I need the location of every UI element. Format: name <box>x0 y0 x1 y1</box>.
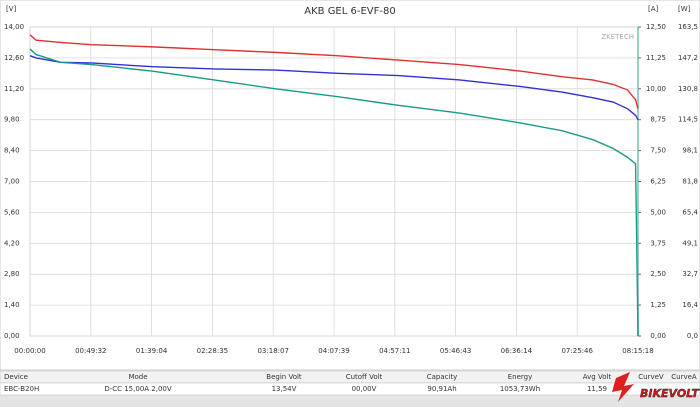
y2-tick-label: 0,00 <box>650 332 666 340</box>
series-line <box>29 55 639 121</box>
table-header-cell: CurveA <box>671 373 697 381</box>
y-tick-label: 7,00 <box>4 178 20 186</box>
table-cell: 1053,73Wh <box>500 385 540 393</box>
y2-tick-label: 6,25 <box>650 178 666 186</box>
y2-tick-label: 10,00 <box>646 85 666 93</box>
y3-tick-label: 49,1 <box>682 239 698 247</box>
table-header-cell: CurveV <box>638 373 664 381</box>
y2-tick-label: 12,50 <box>646 23 666 31</box>
table-header-cell: Avg Volt <box>583 373 612 381</box>
series-line <box>29 34 639 109</box>
table-header-cell: Begin Volt <box>266 373 302 381</box>
x-tick-label: 01:39:04 <box>136 347 168 355</box>
table-header-cell: Cutoff Volt <box>346 373 383 381</box>
y3-tick-label: 130,8 <box>678 85 698 93</box>
table-header-cell: Device <box>4 373 28 381</box>
table-row-bg <box>0 382 700 396</box>
y-tick-label: 11,20 <box>4 85 24 93</box>
y-tick-label: 5,60 <box>4 208 20 216</box>
y-axis-label: [V] <box>6 5 17 13</box>
y3-tick-label: 163,5 <box>678 23 698 31</box>
y2-tick-label: 2,50 <box>650 270 666 278</box>
table-cell: 90,91Ah <box>427 385 456 393</box>
y2-tick-label: 1,25 <box>650 301 666 309</box>
y2-tick-label: 5,00 <box>650 208 666 216</box>
x-tick-label: 05:46:43 <box>440 347 471 355</box>
y2-axis-label: [A] <box>648 5 659 13</box>
table-header-cell: Energy <box>508 373 533 381</box>
table-header-cell: Mode <box>128 373 147 381</box>
y-tick-label: 1,40 <box>4 301 20 309</box>
table-cell: 13,54V <box>272 385 297 393</box>
x-tick-label: 00:00:00 <box>14 347 45 355</box>
y3-tick-label: 114,5 <box>678 116 698 124</box>
y3-tick-label: 65,4 <box>682 208 698 216</box>
x-tick-label: 00:49:32 <box>75 347 106 355</box>
x-tick-label: 02:28:35 <box>197 347 228 355</box>
y-tick-label: 2,80 <box>4 270 20 278</box>
x-tick-label: 06:36:14 <box>501 347 533 355</box>
y-tick-label: 8,40 <box>4 147 20 155</box>
watermark: ZKETECH <box>601 33 634 41</box>
table-cell: 00,00V <box>352 385 377 393</box>
x-tick-label: 03:18:07 <box>257 347 288 355</box>
y-tick-label: 12,60 <box>4 54 24 62</box>
table-cell: EBC-B20H <box>4 385 39 393</box>
logo: BIKEVOLT <box>612 372 700 402</box>
y2-tick-label: 11,25 <box>646 54 666 62</box>
series-line <box>29 48 639 337</box>
logo-bolt <box>612 372 634 402</box>
table-cell: D-CC 15,00A 2,00V <box>104 385 172 393</box>
y3-tick-label: 147,2 <box>678 54 698 62</box>
logo-text: BIKEVOLT <box>640 387 700 400</box>
y2-tick-label: 3,75 <box>650 239 666 247</box>
y3-tick-label: 0,0 <box>687 332 698 340</box>
y3-tick-label: 32,7 <box>682 270 698 278</box>
y3-tick-label: 81,8 <box>682 178 698 186</box>
y3-tick-label: 16,4 <box>682 301 698 309</box>
x-tick-label: 04:57:11 <box>379 347 410 355</box>
y3-axis-label: [W] <box>678 5 691 13</box>
y-tick-label: 4,20 <box>4 239 20 247</box>
x-tick-label: 04:07:39 <box>318 347 349 355</box>
y2-tick-label: 7,50 <box>650 147 666 155</box>
y3-tick-label: 98,1 <box>682 147 698 155</box>
x-tick-label: 07:25:46 <box>561 347 593 355</box>
y-tick-label: 9,80 <box>4 116 20 124</box>
x-tick-label: 08:15:18 <box>622 347 653 355</box>
y-tick-label: 14,00 <box>4 23 24 31</box>
table-header-cell: Capacity <box>427 373 458 381</box>
y-tick-label: 0,00 <box>4 332 20 340</box>
chart-title: AKB GEL 6-EVF-80 <box>304 6 395 17</box>
table-cell: 11,59 <box>587 385 607 393</box>
y2-tick-label: 8,75 <box>650 116 666 124</box>
